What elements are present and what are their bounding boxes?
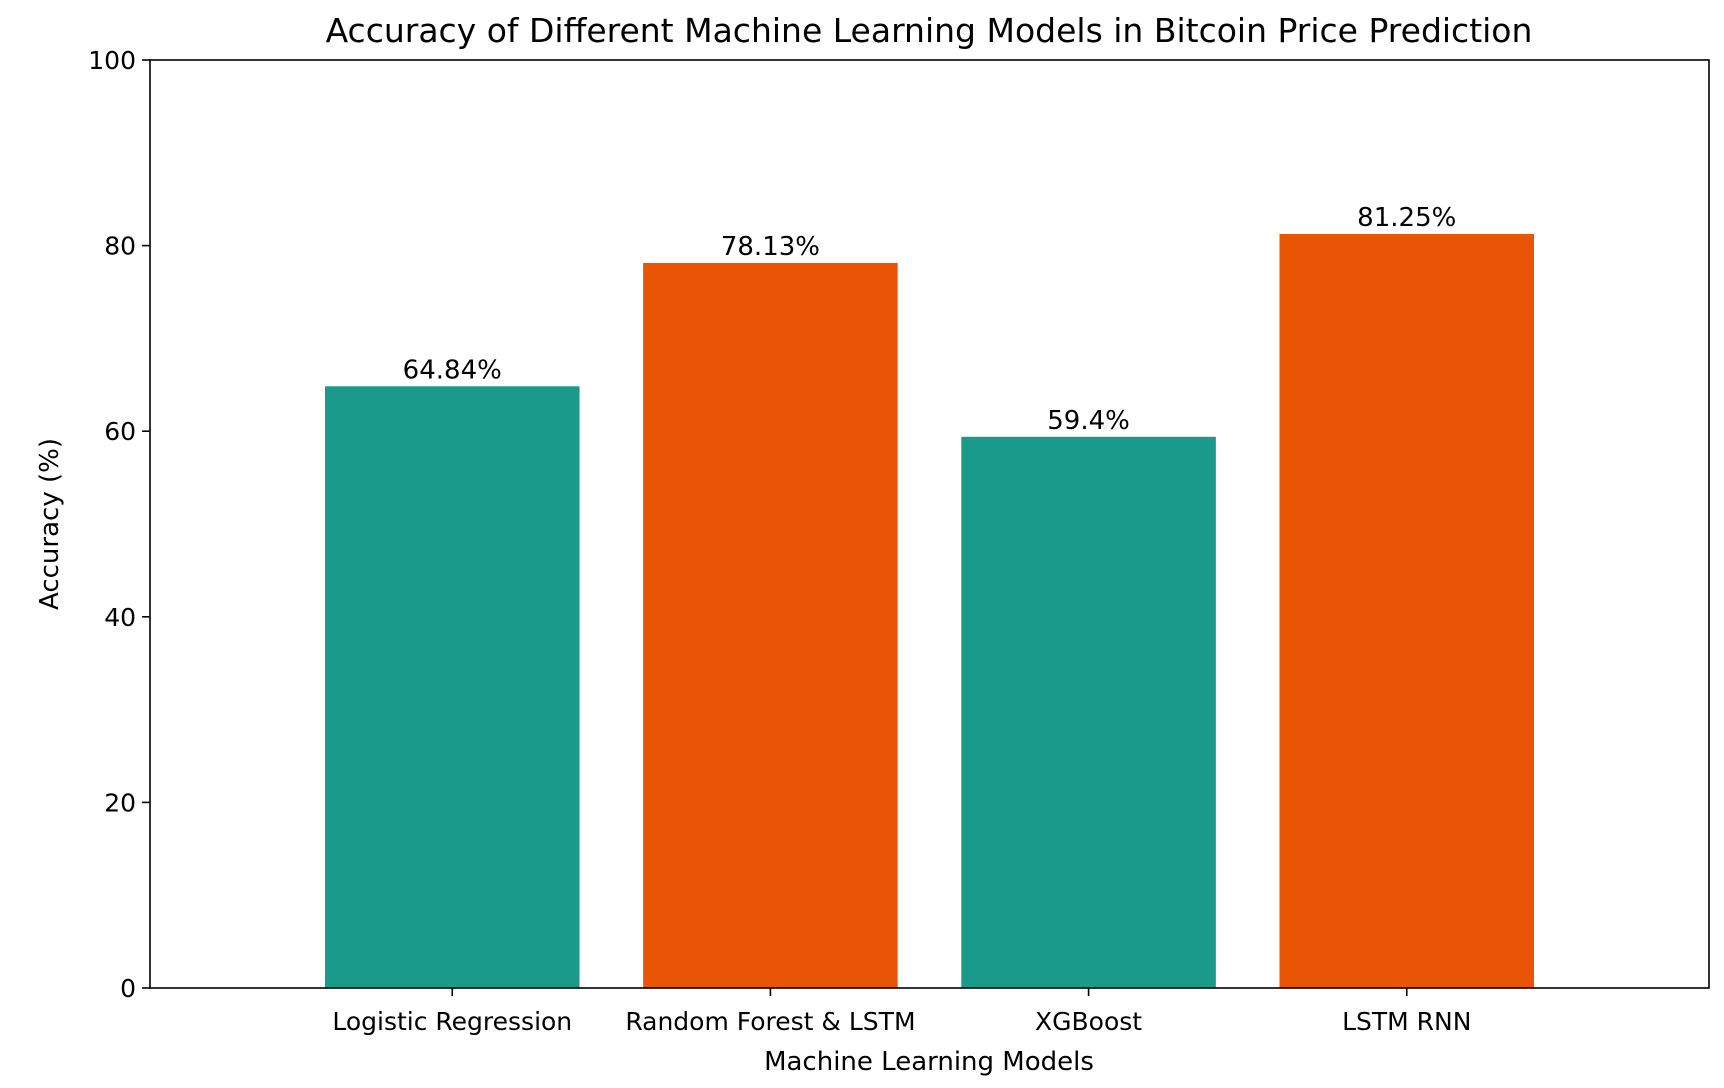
bar-value-label: 64.84% [403,355,502,385]
bar [324,386,580,988]
bar-value-label: 81.25% [1357,203,1456,233]
y-tick-label: 0 [120,974,136,1003]
bar [1279,234,1535,988]
bar [643,262,898,988]
plot-area: 64.84% 78.13% 59.4% 81.25% [324,203,1535,988]
y-axis-label: Accuracy (%) [35,438,65,610]
bar-value-label: 59.4% [1047,406,1130,436]
y-tick-label: 80 [104,232,136,261]
x-tick-label: Logistic Regression [332,1007,572,1036]
bar [961,436,1216,988]
y-axis: 0 20 40 60 80 100 [88,46,150,1003]
y-tick-label: 60 [104,417,136,446]
plot-frame [149,59,1710,989]
x-tick-label: Random Forest & LSTM [625,1007,915,1036]
y-tick-label: 20 [104,788,136,817]
x-tick-label: XGBoost [1035,1007,1142,1036]
bar-value-label: 78.13% [721,232,820,262]
y-tick-label: 100 [88,46,136,75]
x-axis-label: Machine Learning Models [764,1047,1094,1077]
chart-title: Accuracy of Different Machine Learning M… [326,11,1533,50]
y-tick-label: 40 [104,603,136,632]
x-axis: Logistic Regression Random Forest & LSTM X… [332,988,1471,1036]
x-tick-label: LSTM RNN [1342,1007,1471,1036]
